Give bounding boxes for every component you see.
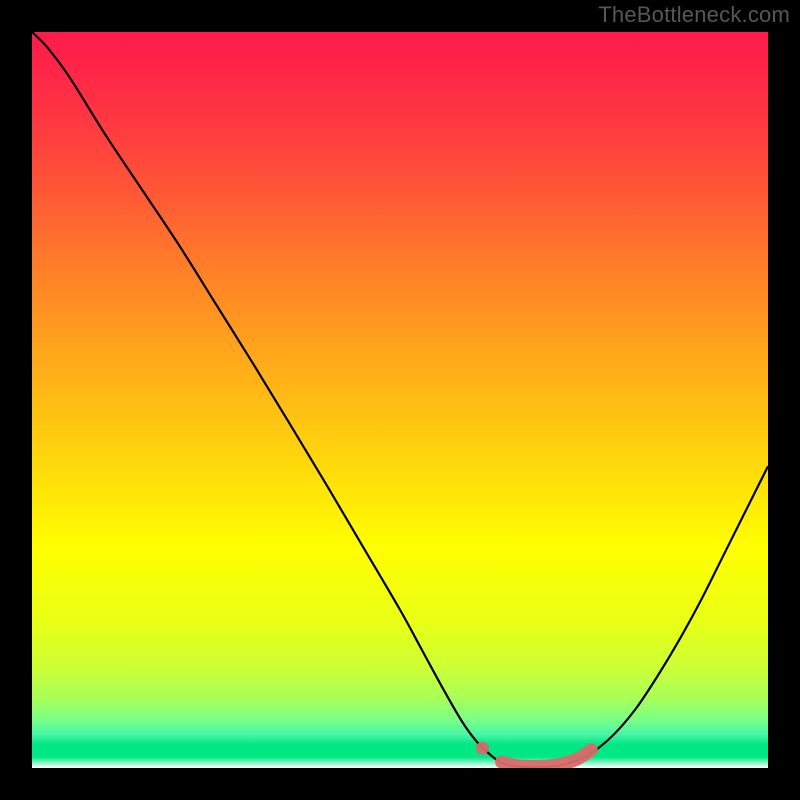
chart-frame: TheBottleneck.com (0, 0, 800, 800)
watermark-text: TheBottleneck.com (598, 2, 790, 28)
plot-svg (32, 32, 768, 768)
plot-area (32, 32, 768, 768)
highlight-dot (476, 742, 489, 755)
gradient-background (32, 32, 768, 768)
